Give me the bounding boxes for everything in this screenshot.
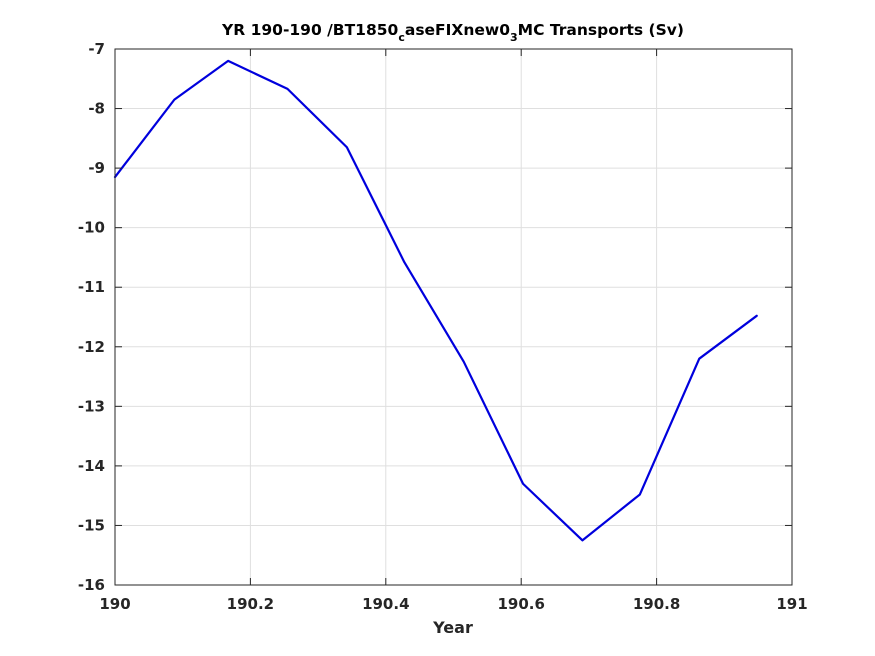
- y-tick-label: -15: [78, 516, 105, 534]
- plot-area: [115, 49, 792, 585]
- tick-layer: [114, 48, 793, 586]
- y-tick-label: -14: [78, 457, 105, 475]
- ytick-labels: -16 -15 -14 -13 -12 -11 -10 -9 -8 -7: [78, 40, 105, 594]
- y-tick-label: -11: [78, 278, 105, 296]
- x-tick-label: 190.8: [633, 595, 680, 613]
- y-tick-label: -13: [78, 397, 105, 415]
- x-tick-label: 191: [776, 595, 807, 613]
- series-line: [113, 59, 758, 542]
- x-tick-label: 190.6: [497, 595, 544, 613]
- series-layer: [113, 59, 758, 542]
- axes-box: [114, 48, 793, 586]
- x-tick-label: 190.4: [362, 595, 409, 613]
- y-tick-label: -16: [78, 576, 105, 594]
- x-tick-label: 190.2: [227, 595, 274, 613]
- xtick-labels: 190 190.2 190.4 190.6 190.8 191: [99, 595, 807, 613]
- y-tick-label: -8: [88, 100, 105, 118]
- x-axis-label: Year: [432, 618, 473, 637]
- y-tick-label: -12: [78, 338, 105, 356]
- y-tick-label: -7: [88, 40, 105, 58]
- y-tick-label: -10: [78, 219, 105, 237]
- y-tick-label: -9: [88, 159, 105, 177]
- chart-title: YR 190-190 /BT1850caseFIXnew03MC Transpo…: [221, 21, 684, 44]
- x-tick-label: 190: [99, 595, 130, 613]
